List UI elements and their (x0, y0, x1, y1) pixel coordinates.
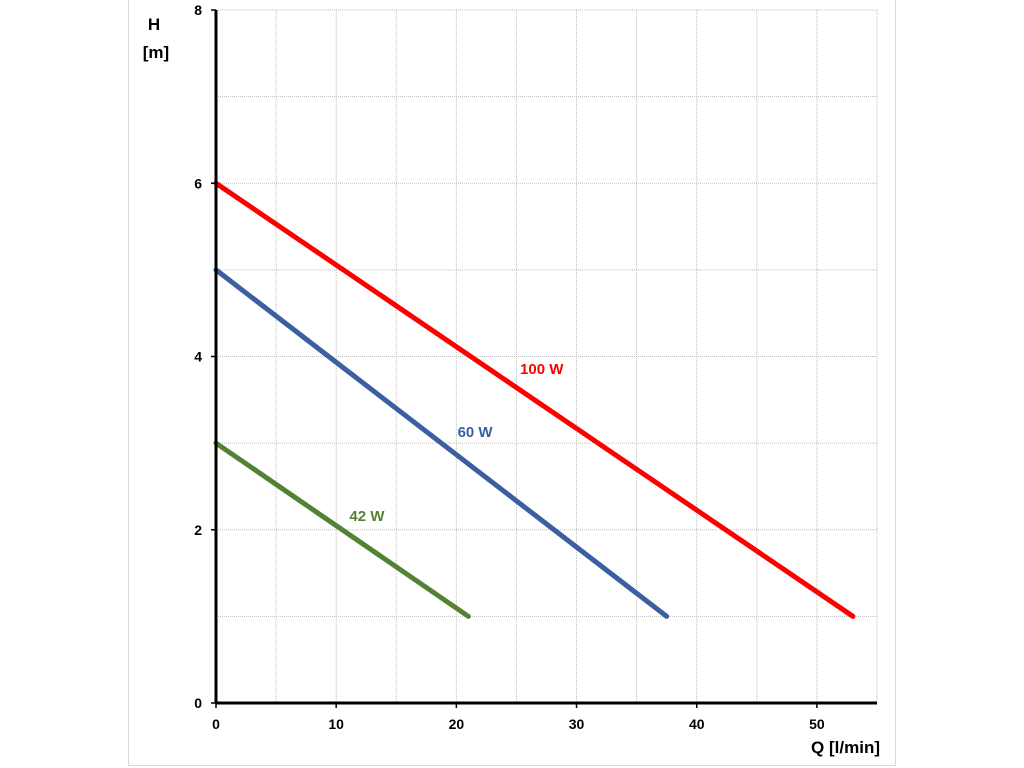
series-line-42w (213, 440, 471, 619)
series-labels: 100 W 60 W 42 W (349, 361, 564, 525)
grid (216, 9, 878, 703)
y-axis-title-line2: [m] (143, 43, 169, 62)
series-label-100w: 100 W (520, 361, 564, 378)
x-tick-label: 30 (569, 716, 585, 732)
y-tick-label: 6 (194, 175, 202, 191)
series-label-60w: 60 W (458, 424, 494, 441)
series-line-100w (213, 180, 856, 619)
x-tick-label: 0 (212, 716, 220, 732)
y-tick-label: 8 (194, 2, 202, 18)
x-tick-label: 50 (809, 716, 825, 732)
chart-frame (128, 0, 896, 766)
y-tick-label: 4 (194, 349, 202, 365)
y-tick-label: 2 (194, 522, 202, 538)
tick-labels: 0 10 20 30 40 50 0 2 4 6 8 (194, 2, 825, 732)
y-axis-title-line1: H (148, 15, 160, 34)
x-tick-label: 40 (689, 716, 705, 732)
x-tick-label: 10 (328, 716, 344, 732)
series-label-42w: 42 W (349, 508, 385, 525)
y-tick-label: 0 (194, 695, 202, 711)
x-axis-title: Q [l/min] (811, 738, 880, 757)
x-tick-label: 20 (449, 716, 465, 732)
series-line-60w (213, 267, 670, 619)
series-lines (213, 180, 856, 619)
